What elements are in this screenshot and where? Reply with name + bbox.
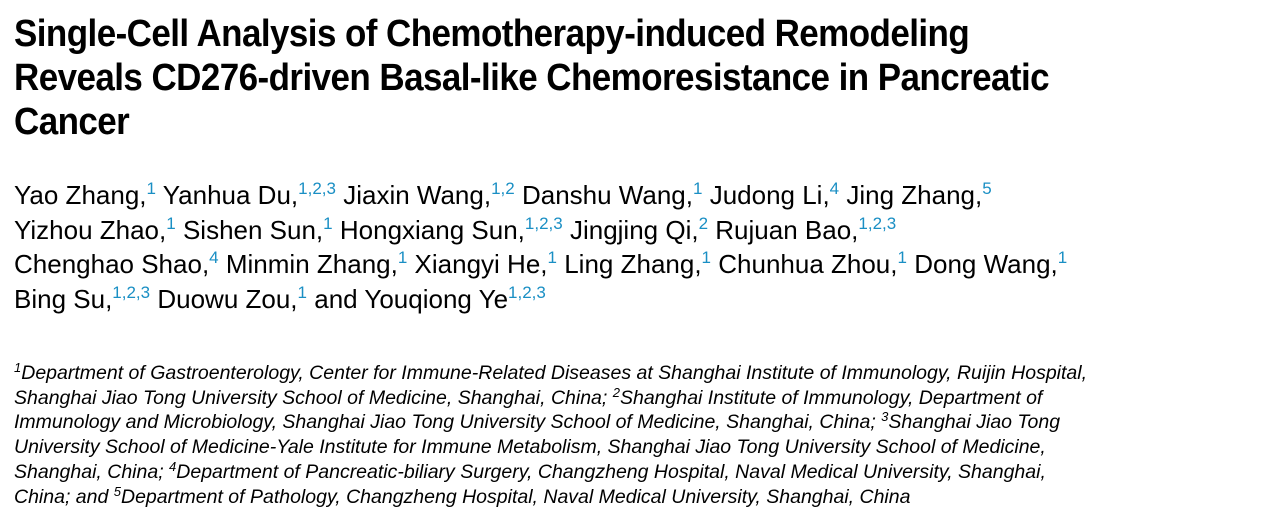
- author: Bing Su,1,2,3: [14, 284, 150, 314]
- author-affiliation-ref[interactable]: 4: [209, 248, 219, 267]
- author-affiliation-ref[interactable]: 1,2,3: [524, 213, 563, 233]
- author-affiliation-ref[interactable]: 1: [397, 248, 408, 267]
- author-list: Yao Zhang,1 Yanhua Du,1,2,3 Jiaxin Wang,…: [14, 178, 1067, 316]
- author-affiliation-ref[interactable]: 1: [166, 213, 176, 233]
- author: Jing Zhang,5: [846, 180, 991, 210]
- author-row: Bing Su,1,2,3 Duowu Zou,1 and Youqiong Y…: [14, 282, 1067, 317]
- author: Dong Wang,1: [914, 249, 1067, 279]
- author-affiliation-ref[interactable]: 4: [829, 179, 840, 198]
- author: Yizhou Zhao,1: [14, 215, 176, 245]
- author-name: Minmin Zhang,: [225, 249, 398, 279]
- affiliations: 1Department of Gastroenterology, Center …: [14, 361, 1087, 509]
- author-affiliation-ref[interactable]: 1,2,3: [298, 179, 336, 198]
- author-name: Judong Li,: [709, 180, 830, 210]
- affiliation-text: Shanghai, China;: [14, 460, 170, 483]
- author-affiliation-ref[interactable]: 1: [701, 248, 712, 267]
- affiliation-number: 5: [113, 483, 121, 499]
- author-name: Duowu Zou,: [157, 283, 298, 314]
- author-name: Yao Zhang,: [14, 180, 147, 210]
- affiliation-line: Shanghai, China; 4Department of Pancreat…: [14, 460, 1087, 485]
- paper-header: Single-Cell Analysis of Chemotherapy-ind…: [14, 12, 1266, 508]
- affiliation-text: Immunology and Microbiology, Shanghai Ji…: [14, 411, 882, 434]
- author-name: Yanhua Du,: [162, 180, 299, 210]
- author-affiliation-ref[interactable]: 1: [692, 179, 703, 198]
- author-affiliation-ref[interactable]: 1: [547, 248, 557, 267]
- title-line: Reveals CD276-driven Basal-like Chemores…: [14, 57, 1050, 99]
- author: Danshu Wang,1: [522, 180, 703, 210]
- affiliation-line: 1Department of Gastroenterology, Center …: [14, 361, 1087, 386]
- author-name: and Youqiong Ye: [314, 283, 509, 314]
- author-name: Hongxiang Sun,: [339, 214, 525, 245]
- author-name: Jing Zhang,: [846, 180, 983, 210]
- author: Rujuan Bao,1,2,3: [715, 215, 896, 245]
- affiliation-number: 4: [169, 458, 177, 474]
- author-name: Ling Zhang,: [564, 249, 702, 279]
- author: Yao Zhang,1: [14, 180, 156, 210]
- title-line: Single-Cell Analysis of Chemotherapy-ind…: [14, 13, 970, 55]
- author: Chunhua Zhou,1: [718, 249, 907, 279]
- author-affiliation-ref[interactable]: 5: [982, 179, 992, 198]
- affiliation-number: 2: [612, 384, 620, 400]
- affiliation-text: University School of Medicine-Yale Insti…: [14, 436, 1046, 459]
- author: Judong Li,4: [710, 180, 839, 210]
- author-affiliation-ref[interactable]: 1,2: [491, 179, 515, 198]
- affiliation-line: China; and 5Department of Pathology, Cha…: [14, 485, 1087, 510]
- author: Jingjing Qi,2: [570, 215, 708, 245]
- author-affiliation-ref[interactable]: 1: [323, 213, 333, 233]
- affiliation-text: Department of Gastroenterology, Center f…: [21, 362, 1088, 384]
- affiliation-line: Shanghai Jiao Tong University School of …: [14, 386, 1087, 411]
- author: Yanhua Du,1,2,3: [163, 180, 336, 210]
- affiliation-text: China; and: [14, 485, 114, 508]
- affiliation-text: Shanghai Jiao Tong: [888, 411, 1061, 434]
- author: Hongxiang Sun,1,2,3: [340, 215, 563, 245]
- author-affiliation-ref[interactable]: 1: [897, 248, 907, 267]
- author-name: Jiaxin Wang,: [343, 180, 492, 210]
- author: Xiangyi He,1: [415, 249, 557, 279]
- author: Duowu Zou,1: [157, 284, 307, 314]
- author-name: Yizhou Zhao,: [14, 214, 167, 245]
- affiliation-text: Department of Pathology, Changzheng Hosp…: [120, 485, 911, 508]
- author-affiliation-ref[interactable]: 1: [146, 179, 156, 198]
- affiliation-line: University School of Medicine-Yale Insti…: [14, 435, 1087, 460]
- affiliation-line: Immunology and Microbiology, Shanghai Ji…: [14, 410, 1087, 435]
- author-affiliation-ref[interactable]: 2: [698, 213, 709, 233]
- title-line: Cancer: [14, 101, 130, 143]
- author: Jiaxin Wang,1,2: [343, 180, 515, 210]
- author-affiliation-ref[interactable]: 1,2,3: [508, 282, 546, 302]
- author-affiliation-ref[interactable]: 1: [297, 282, 307, 302]
- author-name: Danshu Wang,: [521, 180, 693, 210]
- author-affiliation-ref[interactable]: 1: [1057, 248, 1068, 267]
- author-name: Bing Su,: [14, 283, 113, 314]
- author-name: Xiangyi He,: [414, 249, 548, 279]
- author-name: Jingjing Qi,: [569, 214, 699, 245]
- author-name: Chenghao Shao,: [14, 249, 210, 279]
- author-row: Yao Zhang,1 Yanhua Du,1,2,3 Jiaxin Wang,…: [14, 178, 1067, 213]
- author-name: Rujuan Bao,: [715, 214, 859, 245]
- affiliation-number: 1: [14, 360, 22, 375]
- paper-title: Single-Cell Analysis of Chemotherapy-ind…: [14, 12, 1210, 144]
- affiliation-text: Shanghai Institute of Immunology, Depart…: [619, 386, 1043, 409]
- author: Sishen Sun,1: [183, 215, 333, 245]
- author-affiliation-ref[interactable]: 1,2,3: [858, 213, 897, 233]
- author-row: Yizhou Zhao,1 Sishen Sun,1 Hongxiang Sun…: [14, 213, 1067, 248]
- author-name: Sishen Sun,: [182, 214, 324, 245]
- author-affiliation-ref[interactable]: 1,2,3: [112, 282, 151, 302]
- author-name: Chunhua Zhou,: [718, 249, 898, 279]
- author: Chenghao Shao,4: [14, 249, 219, 279]
- affiliation-number: 3: [881, 409, 889, 425]
- author: Ling Zhang,1: [564, 249, 711, 279]
- affiliation-text: Department of Pancreatic-biliary Surgery…: [176, 460, 1046, 483]
- author: and Youqiong Ye1,2,3: [314, 284, 546, 314]
- author-row: Chenghao Shao,4 Minmin Zhang,1 Xiangyi H…: [14, 247, 1067, 282]
- author: Minmin Zhang,1: [226, 249, 407, 279]
- author-name: Dong Wang,: [914, 249, 1058, 279]
- affiliation-text: Shanghai Jiao Tong University School of …: [14, 386, 613, 409]
